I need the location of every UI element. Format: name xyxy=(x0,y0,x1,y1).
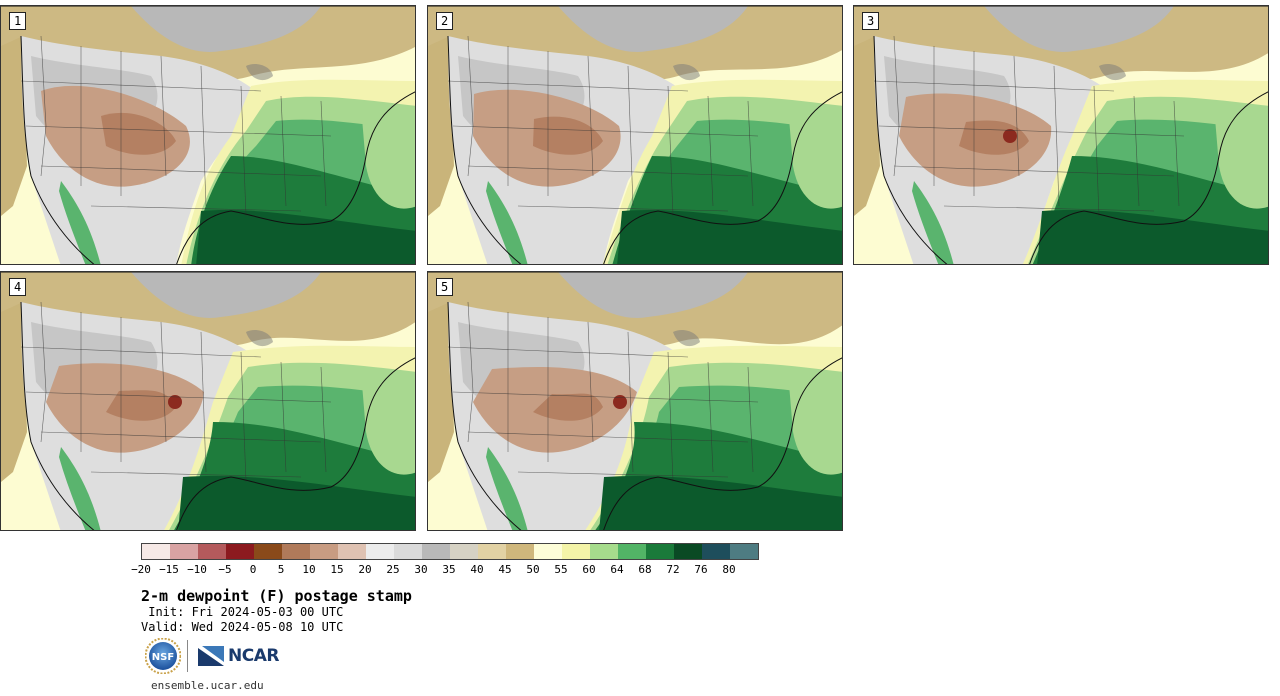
colorbar-tick-label: 25 xyxy=(386,563,400,576)
plot-title: 2-m dewpoint (F) postage stamp xyxy=(141,587,412,605)
colorbar-tick-label: −15 xyxy=(159,563,179,576)
colorbar-tick-label: 80 xyxy=(722,563,736,576)
colorbar-swatch xyxy=(338,544,366,559)
colorbar-swatch xyxy=(198,544,226,559)
colorbar-swatch xyxy=(702,544,730,559)
colorbar-swatch xyxy=(506,544,534,559)
colorbar-swatch xyxy=(254,544,282,559)
colorbar-swatch xyxy=(142,544,170,559)
ncar-logo-text: NCAR xyxy=(228,646,279,666)
ncar-logo-icon xyxy=(198,646,224,666)
colorbar-swatch xyxy=(170,544,198,559)
colorbar-swatch xyxy=(730,544,758,559)
colorbar-swatch xyxy=(618,544,646,559)
logos: NSF NCAR xyxy=(145,638,279,674)
colorbar-tick-label: 68 xyxy=(638,563,652,576)
colorbar-swatch xyxy=(478,544,506,559)
dewpoint-map xyxy=(428,6,842,264)
dewpoint-map xyxy=(428,272,842,530)
colorbar-swatch xyxy=(394,544,422,559)
init-time: Init: Fri 2024-05-03 00 UTC xyxy=(141,605,344,619)
colorbar-tick-label: 55 xyxy=(554,563,568,576)
colorbar-swatch xyxy=(646,544,674,559)
colorbar-tick-label: 15 xyxy=(330,563,344,576)
colorbar-swatch xyxy=(366,544,394,559)
colorbar-tick-label: 64 xyxy=(610,563,624,576)
svg-text:NSF: NSF xyxy=(152,652,174,663)
colorbar-tick-label: 20 xyxy=(358,563,372,576)
colorbar-swatch xyxy=(674,544,702,559)
map-panel: 4 xyxy=(0,271,416,531)
colorbar-tick-label: −10 xyxy=(187,563,207,576)
colorbar-swatch xyxy=(282,544,310,559)
dewpoint-map xyxy=(1,6,415,264)
map-panel: 1 xyxy=(0,5,416,265)
colorbar-swatch xyxy=(534,544,562,559)
website-url: ensemble.ucar.edu xyxy=(151,679,264,692)
colorbar-tick-labels: −20 −15 −10 −5 0 5 10 15 20 25 30 35 40 45 50 55 60 64 68 7… xyxy=(131,563,757,577)
dewpoint-map xyxy=(1,272,415,530)
colorbar-tick-label: 40 xyxy=(470,563,484,576)
colorbar-tick-label: 5 xyxy=(277,563,285,576)
colorbar-tick-label: 30 xyxy=(414,563,428,576)
colorbar-swatch xyxy=(422,544,450,559)
panel-number-label: 5 xyxy=(436,278,454,296)
panel-number-label: 3 xyxy=(862,12,880,30)
map-panel: 5 xyxy=(427,271,843,531)
panel-number-label: 1 xyxy=(9,12,27,30)
map-panel: 3 xyxy=(853,5,1269,265)
nsf-logo: NSF xyxy=(145,638,181,674)
valid-time: Valid: Wed 2024-05-08 10 UTC xyxy=(141,620,344,634)
panel-number-label: 2 xyxy=(436,12,454,30)
colorbar-swatch xyxy=(450,544,478,559)
colorbar-swatch xyxy=(590,544,618,559)
colorbar-tick-label: −20 xyxy=(131,563,151,576)
dewpoint-map xyxy=(854,6,1268,264)
colorbar-tick-label: 35 xyxy=(442,563,456,576)
colorbar-tick-label: 45 xyxy=(498,563,512,576)
colorbar-tick-label: 0 xyxy=(249,563,257,576)
colorbar-tick-label: 76 xyxy=(694,563,708,576)
colorbar-tick-label: 60 xyxy=(582,563,596,576)
colorbar-swatch xyxy=(226,544,254,559)
colorbar xyxy=(141,543,759,560)
colorbar-tick-label: 72 xyxy=(666,563,680,576)
colorbar-swatch xyxy=(310,544,338,559)
colorbar-tick-label: 10 xyxy=(302,563,316,576)
colorbar-tick-label: 50 xyxy=(526,563,540,576)
colorbar-tick-label: −5 xyxy=(218,563,232,576)
map-panel: 2 xyxy=(427,5,843,265)
panel-number-label: 4 xyxy=(9,278,27,296)
colorbar-swatch xyxy=(562,544,590,559)
